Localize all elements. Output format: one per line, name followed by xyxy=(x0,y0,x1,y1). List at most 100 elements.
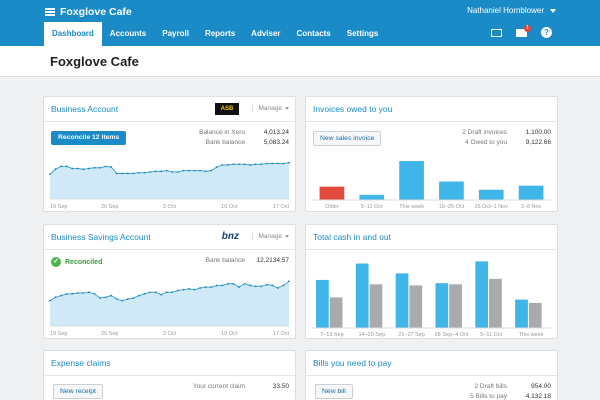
org-switcher[interactable]: Foxglove Cafe xyxy=(45,5,132,19)
savings-account-panel: Business Savings Account bnz Manage ✓ Re… xyxy=(43,224,296,339)
data-point xyxy=(176,171,179,173)
new-receipt-button[interactable]: New receipt xyxy=(53,384,103,399)
data-point xyxy=(154,291,157,294)
area-fill xyxy=(50,162,289,199)
page-header: Foxglove Cafe xyxy=(0,46,600,77)
data-point xyxy=(226,164,229,166)
summary-row[interactable]: 4 Owed to you 9,122.66 xyxy=(465,139,551,146)
data-point xyxy=(138,171,140,174)
data-point xyxy=(238,163,240,166)
data-point xyxy=(193,288,196,291)
tab-reports[interactable]: Reports xyxy=(204,29,236,38)
tab-adviser[interactable]: Adviser xyxy=(251,29,281,38)
reconcile-button[interactable]: Reconcile 12 items xyxy=(51,131,127,145)
data-point xyxy=(93,293,96,295)
data-point xyxy=(182,169,185,172)
x-tick-label: 5–11 Oct xyxy=(361,204,383,210)
cash-title[interactable]: Total cash in and out xyxy=(313,232,391,242)
user-menu[interactable]: Nathaniel Hornblower xyxy=(467,6,556,15)
cash-bar xyxy=(435,283,449,328)
data-point xyxy=(249,284,251,287)
data-point xyxy=(243,163,246,166)
folder-icon[interactable] xyxy=(491,28,502,37)
data-point xyxy=(49,173,51,176)
data-point xyxy=(210,169,213,172)
data-point xyxy=(204,170,207,173)
data-point xyxy=(215,166,218,168)
data-point xyxy=(143,171,146,174)
data-point xyxy=(160,293,163,296)
data-point xyxy=(71,293,74,295)
divider xyxy=(306,375,557,376)
business-account-title[interactable]: Business Account xyxy=(51,104,119,114)
help-icon[interactable]: ? xyxy=(541,27,552,38)
user-name: Nathaniel Hornblower xyxy=(467,6,544,15)
cash-panel: Total cash in and out 7–13 Sep 14–20 Sep 2… xyxy=(305,224,558,339)
data-point xyxy=(110,294,113,297)
divider xyxy=(306,121,557,122)
savings-account-title[interactable]: Business Savings Account xyxy=(51,232,151,242)
tab-dashboard[interactable]: Dashboard xyxy=(44,22,102,46)
reconciled-label: Reconciled xyxy=(65,258,103,266)
tab-contacts[interactable]: Contacts xyxy=(296,29,331,38)
data-point xyxy=(99,166,101,169)
business-account-chart: 19 Sep 26 Sep 3 Oct 10 Oct 17 Oct xyxy=(49,161,290,210)
invoices-chart: Older 5–11 Oct This week 19–25 Oct 26 Oct–1 … xyxy=(312,161,551,210)
tab-accounts[interactable]: Accounts xyxy=(109,29,147,38)
data-point xyxy=(138,294,140,297)
summary-row[interactable]: 5 Bills to pay 4,132.18 xyxy=(470,393,551,400)
reconciled-status: ✓ Reconciled xyxy=(51,257,102,267)
business-account-panel: Business Account ASB Manage Reconcile 12… xyxy=(43,96,296,212)
mail-icon[interactable]: 1 xyxy=(516,24,531,37)
expense-claims-title[interactable]: Expense claims xyxy=(51,358,111,368)
data-point xyxy=(276,162,279,165)
data-point xyxy=(199,287,201,289)
manage-dropdown[interactable]: Manage xyxy=(251,233,290,240)
cash-bar xyxy=(315,279,329,328)
new-sales-invoice-button[interactable]: New sales invoice xyxy=(313,131,382,146)
x-tick-label: 19 Sep xyxy=(50,204,67,210)
data-point xyxy=(60,165,63,168)
invoices-panel: Invoices owed to you New sales invoice 2… xyxy=(305,96,558,212)
tab-payroll[interactable]: Payroll xyxy=(162,29,189,38)
divider xyxy=(44,121,295,122)
summary-row[interactable]: 2 Draft bills 954.00 xyxy=(474,383,551,390)
x-tick-label: 26 Oct–1 Nov xyxy=(474,204,508,210)
data-point xyxy=(232,163,235,166)
data-point xyxy=(76,292,79,294)
data-point xyxy=(154,170,157,173)
x-tick-label: 7–13 Sep xyxy=(320,332,344,338)
balance-row: Bank balance 12,2134.57 xyxy=(205,257,289,264)
data-point xyxy=(260,163,263,166)
manage-dropdown[interactable]: Manage xyxy=(251,105,290,112)
data-point xyxy=(210,286,213,289)
data-point xyxy=(288,280,290,283)
data-point xyxy=(238,286,240,289)
x-tick-label: 2–8 Nov xyxy=(521,204,542,210)
top-bar: Foxglove Cafe Nathaniel Hornblower Dashb… xyxy=(0,0,600,46)
data-point xyxy=(54,296,57,299)
x-tick-label: 10 Oct xyxy=(221,331,238,337)
data-point xyxy=(199,169,201,172)
data-point xyxy=(93,166,96,169)
cash-bar xyxy=(369,284,383,328)
new-bill-button[interactable]: New bill xyxy=(315,384,353,399)
data-point xyxy=(132,297,135,300)
invoices-title[interactable]: Invoices owed to you xyxy=(313,104,393,114)
data-point xyxy=(54,168,57,171)
data-point xyxy=(110,166,113,168)
data-point xyxy=(88,167,90,170)
balance-row: Balance in Xero 4,013.24 xyxy=(199,129,289,136)
data-point xyxy=(65,293,68,295)
data-point xyxy=(254,285,257,288)
data-point xyxy=(115,298,118,300)
data-point xyxy=(171,291,174,294)
data-point xyxy=(249,164,251,166)
summary-row[interactable]: 2 Draft invoices 1,100.00 xyxy=(462,129,551,136)
divider xyxy=(44,249,295,250)
x-tick-label: Older xyxy=(325,204,339,210)
x-tick-label: 26 Sep xyxy=(101,331,118,337)
bills-title[interactable]: Bills you need to pay xyxy=(313,358,392,368)
x-tick-label: 14–20 Sep xyxy=(358,332,385,338)
tab-settings[interactable]: Settings xyxy=(346,29,379,38)
